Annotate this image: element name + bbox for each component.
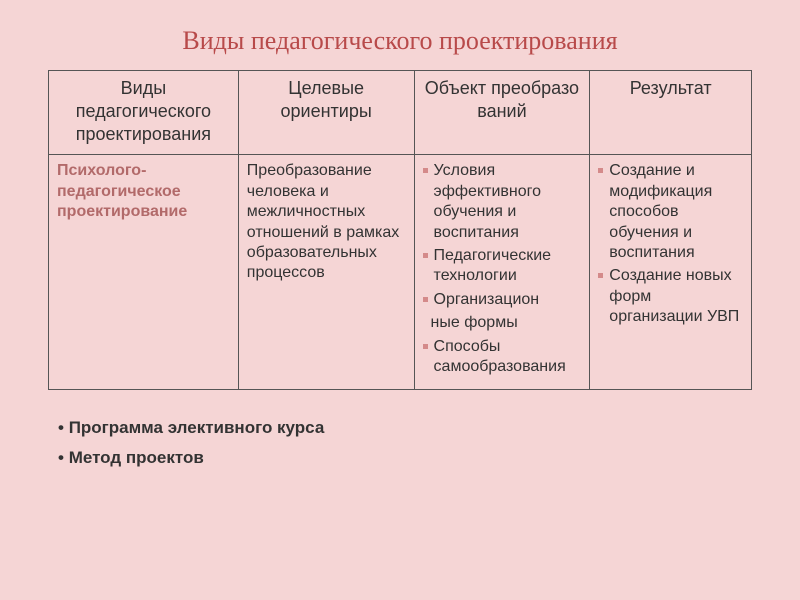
table-header-row: Виды педагогического проектирования Целе… [49, 71, 752, 155]
header-types: Виды педагогического проектирования [49, 71, 239, 155]
footer-item-2: Метод проектов [58, 448, 752, 468]
footer-item-1: Программа элективного курса [58, 418, 752, 438]
footer-list: Программа элективного курса Метод проект… [58, 418, 752, 468]
object-item-1: Условия эффективного обучения и воспитан… [423, 161, 582, 243]
object-item-2: Педагогические технологии [423, 246, 582, 287]
header-object: Объект преобразо ваний [414, 71, 590, 155]
object-list: Условия эффективного обучения и воспитан… [423, 161, 582, 378]
slide: Виды педагогического проектирования Виды… [0, 0, 800, 600]
cell-type: Психолого-педагогическое проектирование [49, 155, 239, 390]
header-object-line1: Объект преобразо [423, 77, 582, 100]
header-targets: Целевые ориентиры [238, 71, 414, 155]
object-item-3: Организацион [423, 290, 582, 310]
object-item-3b: ные формы [423, 313, 582, 333]
result-item-1: Создание и модификация способов обучения… [598, 161, 743, 263]
targets-text: Преобразование человека и межличностных … [247, 161, 406, 284]
object-item-4: Способы самообразования [423, 337, 582, 378]
cell-object: Условия эффективного обучения и воспитан… [414, 155, 590, 390]
result-list: Создание и модификация способов обучения… [598, 161, 743, 328]
slide-title: Виды педагогического проектирования [48, 26, 752, 56]
result-item-2: Создание новых форм организации УВП [598, 266, 743, 327]
cell-result: Создание и модификация способов обучения… [590, 155, 752, 390]
type-label: Психолого-педагогическое проектирование [57, 161, 230, 222]
cell-targets: Преобразование человека и межличностных … [238, 155, 414, 390]
header-object-line2: ваний [423, 100, 582, 123]
content-table: Виды педагогического проектирования Целе… [48, 70, 752, 390]
table-data-row: Психолого-педагогическое проектирование … [49, 155, 752, 390]
header-result: Результат [590, 71, 752, 155]
